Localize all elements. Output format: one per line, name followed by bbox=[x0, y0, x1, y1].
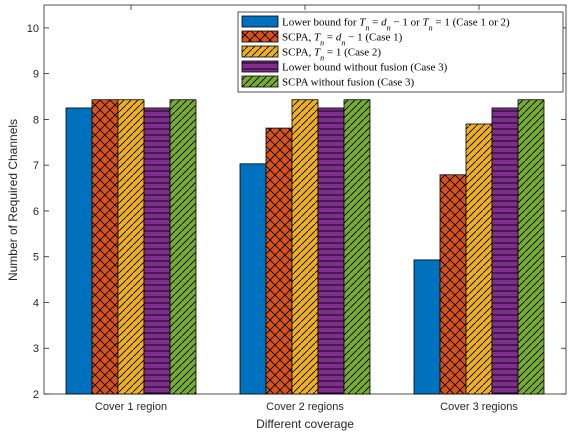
legend-swatch-hatch bbox=[242, 46, 278, 57]
y-tick-label: 2 bbox=[33, 389, 39, 401]
bar bbox=[91, 99, 119, 395]
x-tick-label: Cover 2 regions bbox=[266, 401, 344, 413]
legend-swatch-outline bbox=[241, 45, 279, 58]
bar-hatch bbox=[144, 107, 170, 395]
bar bbox=[413, 259, 441, 395]
bar bbox=[169, 99, 197, 395]
legend-item: Lower bound without fusion (Case 3) bbox=[241, 60, 448, 74]
bar-outline bbox=[169, 99, 197, 395]
legend-item: SCPA without fusion (Case 3) bbox=[241, 75, 415, 89]
bar bbox=[117, 99, 145, 395]
x-tick-label: Cover 3 regions bbox=[440, 401, 518, 413]
bar bbox=[517, 99, 545, 395]
legend-swatch-outline bbox=[241, 60, 279, 73]
legend: Lower bound for Tn = dn − 1 or Tn = 1 (C… bbox=[237, 11, 564, 93]
bar bbox=[465, 123, 493, 395]
bar-hatch bbox=[518, 99, 544, 394]
bar bbox=[291, 99, 319, 395]
y-axis-title: Number of Required Channels bbox=[6, 119, 20, 281]
bar-hatch bbox=[266, 128, 292, 394]
bar-hatch bbox=[292, 99, 318, 394]
bar bbox=[65, 107, 93, 395]
y-tick-label: 10 bbox=[27, 23, 39, 35]
legend-label: SCPA, Tn = 1 (Case 2) bbox=[282, 47, 381, 63]
bar-hatch bbox=[492, 107, 518, 395]
bar-fill bbox=[240, 163, 266, 394]
bar-fill bbox=[66, 107, 92, 395]
legend-label: Lower bound without fusion (Case 3) bbox=[282, 62, 448, 74]
legend-label: Lower bound for Tn = dn − 1 or Tn = 1 (C… bbox=[282, 17, 510, 33]
bar bbox=[239, 163, 267, 395]
legend-swatch-outline bbox=[241, 15, 279, 28]
bar bbox=[265, 127, 293, 395]
x-axis-title: Different coverage bbox=[256, 417, 354, 431]
legend-label: SCPA without fusion (Case 3) bbox=[282, 77, 415, 89]
bar-hatch bbox=[466, 123, 492, 395]
bar-hatch bbox=[440, 174, 466, 394]
legend-swatch bbox=[242, 16, 278, 27]
bar-outline bbox=[343, 99, 371, 395]
bar-hatch bbox=[118, 99, 144, 394]
bars bbox=[65, 99, 545, 395]
bar-hatch bbox=[92, 99, 118, 394]
legend-item: SCPA, Tn = 1 (Case 2) bbox=[241, 45, 381, 63]
legend-swatch-hatch bbox=[242, 76, 278, 87]
bar-hatch bbox=[318, 107, 344, 395]
bar-fill bbox=[414, 259, 440, 394]
legend-swatch-hatch bbox=[242, 31, 278, 42]
bar bbox=[143, 107, 171, 395]
x-axis: Cover 1 region Cover 2 regions Cover 3 reg… bbox=[95, 5, 518, 413]
bar-hatch bbox=[170, 99, 196, 394]
x-tick-label: Cover 1 region bbox=[95, 401, 167, 413]
legend-box bbox=[237, 11, 564, 93]
bar bbox=[317, 107, 345, 395]
legend-swatch-hatch bbox=[242, 61, 278, 72]
y-tick-label: 6 bbox=[33, 206, 39, 218]
legend-item: SCPA, Tn = dn − 1 (Case 1) bbox=[241, 30, 403, 48]
legend-item: Lower bound for Tn = dn − 1 or Tn = 1 (C… bbox=[241, 15, 510, 33]
bar bbox=[439, 174, 467, 395]
bar bbox=[343, 99, 371, 395]
bar-hatch bbox=[344, 99, 370, 394]
y-tick-label: 7 bbox=[33, 160, 39, 172]
bar bbox=[491, 107, 519, 395]
legend-swatch-outline bbox=[241, 75, 279, 88]
bar-outline bbox=[517, 99, 545, 395]
legend-label: SCPA, Tn = dn − 1 (Case 1) bbox=[282, 32, 403, 48]
y-tick-label: 3 bbox=[33, 343, 39, 355]
legend-swatch-outline bbox=[241, 30, 279, 43]
y-tick-label: 9 bbox=[33, 69, 39, 81]
y-axis: 2 3 4 5 6 7 8 9 10 bbox=[27, 23, 566, 401]
y-tick-label: 8 bbox=[33, 114, 39, 126]
y-tick-label: 5 bbox=[33, 252, 39, 264]
y-tick-label: 4 bbox=[33, 297, 39, 309]
